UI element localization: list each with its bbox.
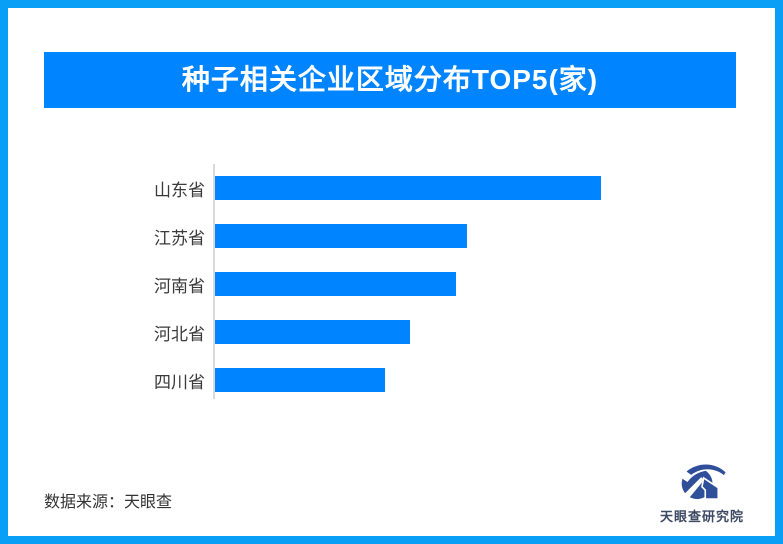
bar-四川省 bbox=[215, 368, 385, 392]
chart-row: 河北省 bbox=[44, 308, 744, 356]
bar-chart: 山东省江苏省河南省河北省四川省 bbox=[44, 164, 744, 404]
category-label: 山东省 bbox=[154, 180, 205, 200]
category-label: 江苏省 bbox=[154, 228, 205, 248]
category-label: 河北省 bbox=[154, 324, 205, 344]
brand-name: 天眼查研究院 bbox=[659, 509, 744, 524]
category-label: 河南省 bbox=[154, 276, 205, 296]
chart-title-bar: 种子相关企业区域分布TOP5(家) bbox=[44, 52, 736, 108]
bar-江苏省 bbox=[215, 224, 467, 248]
y-axis-line bbox=[213, 164, 215, 399]
bar-河南省 bbox=[215, 272, 456, 296]
chart-row: 山东省 bbox=[44, 164, 744, 212]
bar-chart-rows: 山东省江苏省河南省河北省四川省 bbox=[44, 164, 744, 404]
brand-block: 天眼查研究院 bbox=[652, 461, 752, 525]
data-source-text: 数据来源：天眼查 bbox=[44, 494, 173, 511]
tianyancha-logo-icon bbox=[680, 464, 727, 500]
chart-title: 种子相关企业区域分布TOP5(家) bbox=[181, 64, 599, 95]
chart-row: 江苏省 bbox=[44, 212, 744, 260]
chart-row: 四川省 bbox=[44, 356, 744, 404]
chart-row: 河南省 bbox=[44, 260, 744, 308]
bar-河北省 bbox=[215, 320, 410, 344]
category-label: 四川省 bbox=[154, 372, 205, 392]
bar-山东省 bbox=[215, 176, 601, 200]
